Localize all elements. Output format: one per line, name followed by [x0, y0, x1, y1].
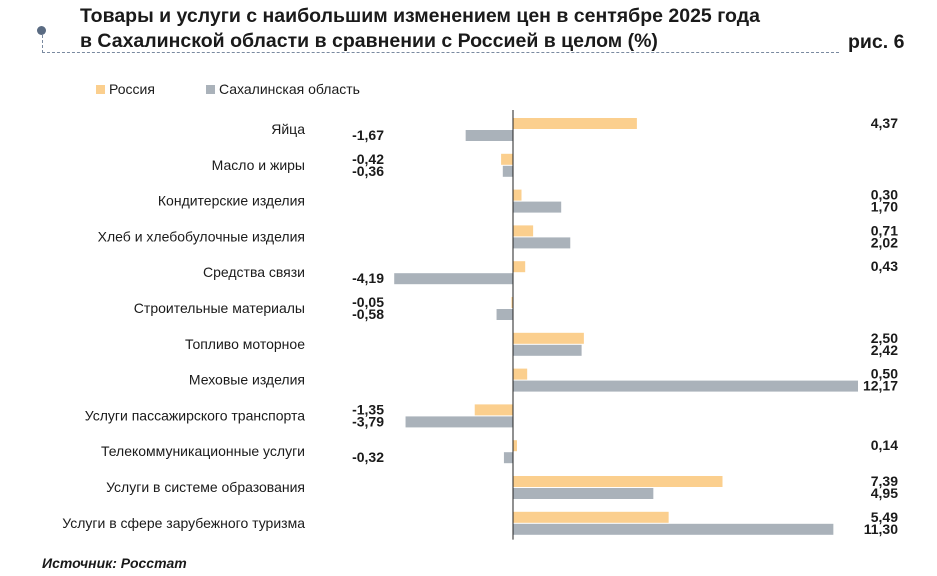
bar-sakhalin — [513, 523, 834, 535]
category-label: Кондитерские изделия — [158, 193, 305, 209]
bar-russia — [513, 368, 528, 380]
bar-russia — [513, 511, 669, 523]
legend-swatch-sakhalin — [206, 84, 215, 94]
value-label-sakhalin: -0,36 — [352, 163, 384, 179]
value-label-russia: 7,39 — [871, 473, 898, 489]
legend-label-russia: Россия — [109, 81, 155, 97]
bar-sakhalin — [513, 344, 582, 356]
value-label-sakhalin: 1,70 — [871, 199, 898, 215]
bar-russia — [501, 153, 513, 165]
source-note: Источник: Росстат — [42, 555, 187, 571]
value-label-russia: 0,14 — [871, 437, 898, 453]
value-label-sakhalin: 12,17 — [863, 378, 898, 394]
value-label-sakhalin: 4,95 — [871, 485, 898, 501]
bar-russia — [513, 332, 584, 344]
bar-russia — [513, 225, 534, 237]
bar-russia — [513, 261, 526, 273]
bar-sakhalin — [513, 201, 562, 213]
value-label-sakhalin: -3,79 — [352, 413, 384, 429]
value-label-sakhalin: -0,32 — [352, 449, 384, 465]
bar-russia — [513, 189, 522, 201]
value-label-russia: 0,30 — [871, 187, 898, 203]
chart-title-line-1: Товары и услуги с наибольшим изменением … — [80, 5, 760, 27]
bar-sakhalin — [405, 416, 513, 428]
bar-russia — [474, 404, 513, 416]
value-label-sakhalin: -1,67 — [352, 127, 384, 143]
bar-sakhalin — [513, 488, 654, 499]
category-label: Телекоммуникационные услуги — [101, 443, 305, 459]
value-label-sakhalin: 11,30 — [864, 521, 898, 537]
category-label: Хлеб и хлебобулочные изделия — [98, 228, 305, 244]
bar-sakhalin — [502, 165, 513, 177]
value-label-russia: -0,42 — [352, 151, 384, 167]
value-label-russia: 4,37 — [871, 115, 898, 131]
bar-sakhalin — [513, 237, 571, 249]
value-label-sakhalin: -4,19 — [352, 270, 384, 286]
figure-label: рис. 6 — [848, 31, 905, 53]
title-decoration-dot — [37, 26, 46, 35]
legend-label-sakhalin: Сахалинская область — [219, 81, 360, 97]
bar-sakhalin — [465, 130, 513, 141]
legend-item-sakhalin: Сахалинская область — [206, 81, 360, 97]
bar-sakhalin — [513, 380, 859, 392]
category-label: Услуги пассажирского транспорта — [85, 407, 305, 423]
category-label: Масло и жиры — [212, 157, 305, 173]
bar-russia — [513, 118, 637, 129]
value-label-sakhalin: 2,02 — [871, 234, 898, 250]
category-label: Строительные материалы — [134, 300, 305, 316]
category-label: Меховые изделия — [189, 372, 305, 388]
category-label: Услуги в сфере зарубежного туризма — [62, 515, 305, 531]
category-label: Услуги в системе образования — [106, 479, 305, 495]
value-label-russia: 0,71 — [871, 222, 898, 238]
category-label: Средства связи — [203, 264, 305, 280]
bar-russia — [513, 440, 517, 452]
value-label-russia: 0,50 — [871, 366, 898, 382]
value-label-russia: 2,50 — [871, 330, 898, 346]
bar-russia — [511, 297, 513, 308]
chart-title-line-2: в Сахалинской области в сравнении с Росс… — [80, 30, 658, 52]
bar-sakhalin — [503, 452, 513, 464]
category-label: Яйца — [271, 121, 305, 137]
value-label-russia: 5,49 — [871, 509, 898, 525]
value-label-sakhalin: 2,42 — [871, 342, 898, 358]
category-label: Топливо моторное — [185, 336, 305, 352]
legend-item-russia: Россия — [96, 81, 155, 97]
value-label-russia: -0,05 — [352, 294, 384, 310]
bar-russia — [513, 476, 723, 487]
bar-sakhalin — [394, 273, 513, 285]
value-label-sakhalin: -0,58 — [352, 306, 384, 322]
title-decoration-line — [42, 30, 839, 53]
bar-sakhalin — [496, 309, 513, 320]
value-label-russia: 0,43 — [871, 258, 898, 274]
value-label-russia: -1,35 — [352, 401, 384, 417]
legend-swatch-russia — [96, 84, 105, 94]
chart-title: Товары и услуги с наибольшим изменением … — [80, 4, 860, 54]
